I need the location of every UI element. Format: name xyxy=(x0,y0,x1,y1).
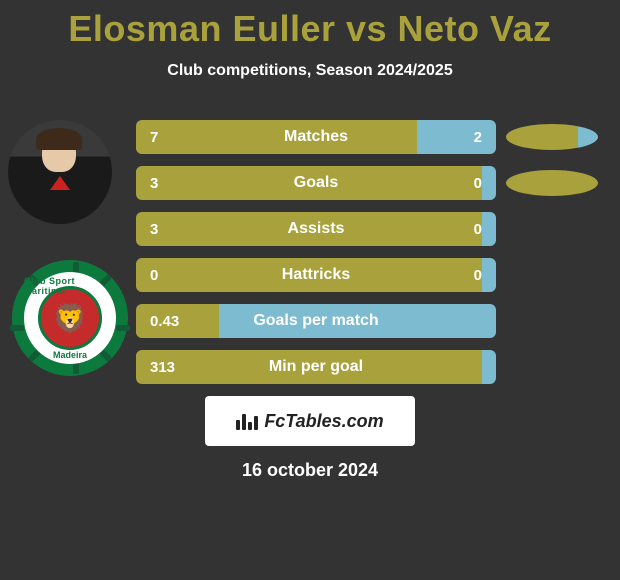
stat-left-value: 7 xyxy=(136,120,417,154)
stat-row: 313Min per goal xyxy=(136,350,598,384)
page-title: Elosman Euller vs Neto Vaz xyxy=(0,0,620,50)
stat-left-value: 0 xyxy=(136,258,482,292)
content-area: Club Sport Maritimo 🦁 Madeira 72Matches 3… xyxy=(0,120,620,384)
stats-bars: 72Matches 30Goals 30Assists 00Hattricks 0.43… xyxy=(136,120,598,384)
stat-left-value: 0.43 xyxy=(136,304,219,338)
stat-bar: 00Hattricks xyxy=(136,258,496,292)
stat-left-value: 313 xyxy=(136,350,482,384)
stat-row: 00Hattricks xyxy=(136,258,598,292)
stat-bar: 30Assists xyxy=(136,212,496,246)
stat-pill-icon xyxy=(506,170,598,196)
page-subtitle: Club competitions, Season 2024/2025 xyxy=(0,62,620,80)
date-text: 16 october 2024 xyxy=(0,460,620,481)
stat-right-value: 2 xyxy=(417,120,496,154)
stat-left-value: 3 xyxy=(136,166,482,200)
stat-row: 72Matches xyxy=(136,120,598,154)
stat-right-value: 0 xyxy=(482,212,496,246)
stat-right-value xyxy=(482,350,496,384)
stat-bar: 72Matches xyxy=(136,120,496,154)
bar-chart-icon xyxy=(236,412,260,430)
stat-row: 30Assists xyxy=(136,212,598,246)
stat-right-value: 0 xyxy=(482,166,496,200)
stat-left-value: 3 xyxy=(136,212,482,246)
stat-row: 0.43Goals per match xyxy=(136,304,598,338)
branding-text: FcTables.com xyxy=(264,411,383,432)
stat-bar: 30Goals xyxy=(136,166,496,200)
player1-avatar xyxy=(8,120,112,224)
crest-bottom-text: Madeira xyxy=(53,350,87,360)
stat-bar: 313Min per goal xyxy=(136,350,496,384)
stat-right-value: 0 xyxy=(482,258,496,292)
stat-row: 30Goals xyxy=(136,166,598,200)
stat-bar: 0.43Goals per match xyxy=(136,304,496,338)
player2-crest: Club Sport Maritimo 🦁 Madeira xyxy=(12,260,128,376)
branding-badge: FcTables.com xyxy=(205,396,415,446)
crest-top-text: Club Sport Maritimo xyxy=(24,276,116,296)
stat-pill-icon xyxy=(506,124,598,150)
stat-right-value xyxy=(219,304,496,338)
